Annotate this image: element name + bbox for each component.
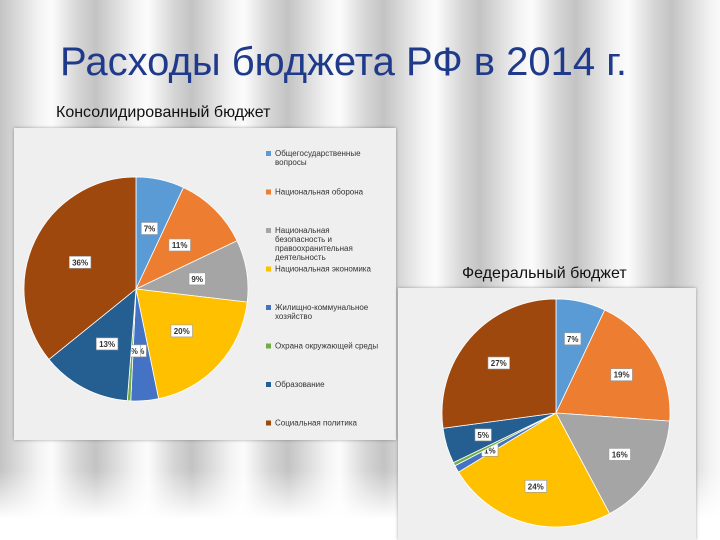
legend-entry: Национальная оборона: [275, 188, 364, 197]
legend-swatch: [266, 343, 271, 349]
data-label-box: [141, 222, 159, 235]
data-label-text: 7%: [144, 225, 156, 234]
chart-title-consolidated: Консолидированный бюджет: [56, 104, 271, 121]
pie-slice: [555, 412, 671, 515]
data-label-text: 9%: [191, 275, 203, 284]
chart-title-federal: Федеральный бюджет: [462, 265, 627, 282]
data-label-box: [524, 480, 547, 493]
legend-swatch: [266, 420, 271, 426]
data-label-text: 27%: [491, 359, 507, 368]
legend-swatch: [266, 382, 271, 387]
legend-swatch: [266, 189, 271, 195]
legend-entry: Социальная политика: [275, 419, 358, 428]
data-label: 11%: [168, 238, 191, 252]
legend-entry: Образование: [275, 380, 325, 389]
data-label-box: [610, 368, 633, 381]
data-label-box: [188, 272, 206, 286]
data-label: 20%: [170, 324, 193, 338]
data-label-box: [608, 448, 631, 461]
data-label-box: [170, 324, 193, 338]
legend-swatch: [266, 305, 271, 310]
data-label: 27%: [487, 356, 510, 370]
data-label-text: 0%: [126, 347, 138, 356]
data-label: 16%: [608, 448, 631, 461]
data-label-text: %: [137, 347, 144, 356]
data-label: 7%: [141, 222, 159, 235]
legend-swatch: [266, 228, 271, 233]
data-label-text: 5%: [477, 431, 489, 440]
data-label-text: 19%: [614, 371, 630, 380]
data-label-box: [168, 238, 191, 252]
data-label-text: 11%: [172, 241, 188, 250]
pie-slice: [555, 309, 671, 422]
legend-swatch: [266, 266, 271, 272]
consolidated-pie-svg: 7% 11% 9% 20%%0% 13% 36% Общегосударственные во…: [23, 149, 378, 428]
data-label-box: [487, 356, 510, 370]
legend-entry: Охрана окружающей среды: [275, 342, 378, 351]
data-label-text: 36%: [72, 258, 88, 267]
data-label-text: 1%: [484, 446, 496, 455]
pie-slice: [135, 288, 248, 400]
data-label-text: 7%: [567, 335, 579, 344]
legend-entry: Жилищно-коммунальное хозяйство: [275, 303, 369, 321]
data-label-text: 13%: [99, 340, 115, 349]
slide-title: Расходы бюджета РФ в 2014 г.: [60, 40, 628, 84]
data-label-box: [474, 428, 492, 442]
data-label-text: 24%: [528, 482, 544, 491]
data-label: 9%: [188, 272, 206, 286]
data-label: 19%: [610, 368, 633, 381]
data-label: 13%: [96, 337, 119, 351]
legend-entry: Национальная экономика: [275, 265, 371, 274]
data-label: 7%: [564, 332, 582, 346]
pie-slice: [48, 288, 137, 402]
legend-entry: Общегосударственные вопросы: [275, 149, 361, 167]
pie-slice: [135, 187, 238, 290]
federal-pie-svg: 7% 19% 16% 24% 1% 5% 27%: [441, 298, 671, 528]
data-label-box: [96, 337, 119, 351]
data-label-box: [68, 256, 92, 269]
legend-swatch: [266, 151, 271, 156]
legend-entry: Национальная безопасность и правоохранител…: [275, 226, 353, 262]
data-label: 24%: [524, 480, 547, 493]
data-label-box: [564, 332, 582, 346]
data-label: 36%: [68, 256, 92, 269]
federal-budget-chart: 7% 19% 16% 24% 1% 5% 27%: [398, 288, 696, 540]
data-label-text: 20%: [174, 327, 190, 336]
pie-slice: [457, 412, 611, 528]
consolidated-budget-chart: 7% 11% 9% 20%% 0% 13% 36% Общегосударственные во…: [14, 128, 396, 440]
data-label: 5%: [474, 428, 492, 442]
data-label-text: 16%: [612, 450, 628, 459]
